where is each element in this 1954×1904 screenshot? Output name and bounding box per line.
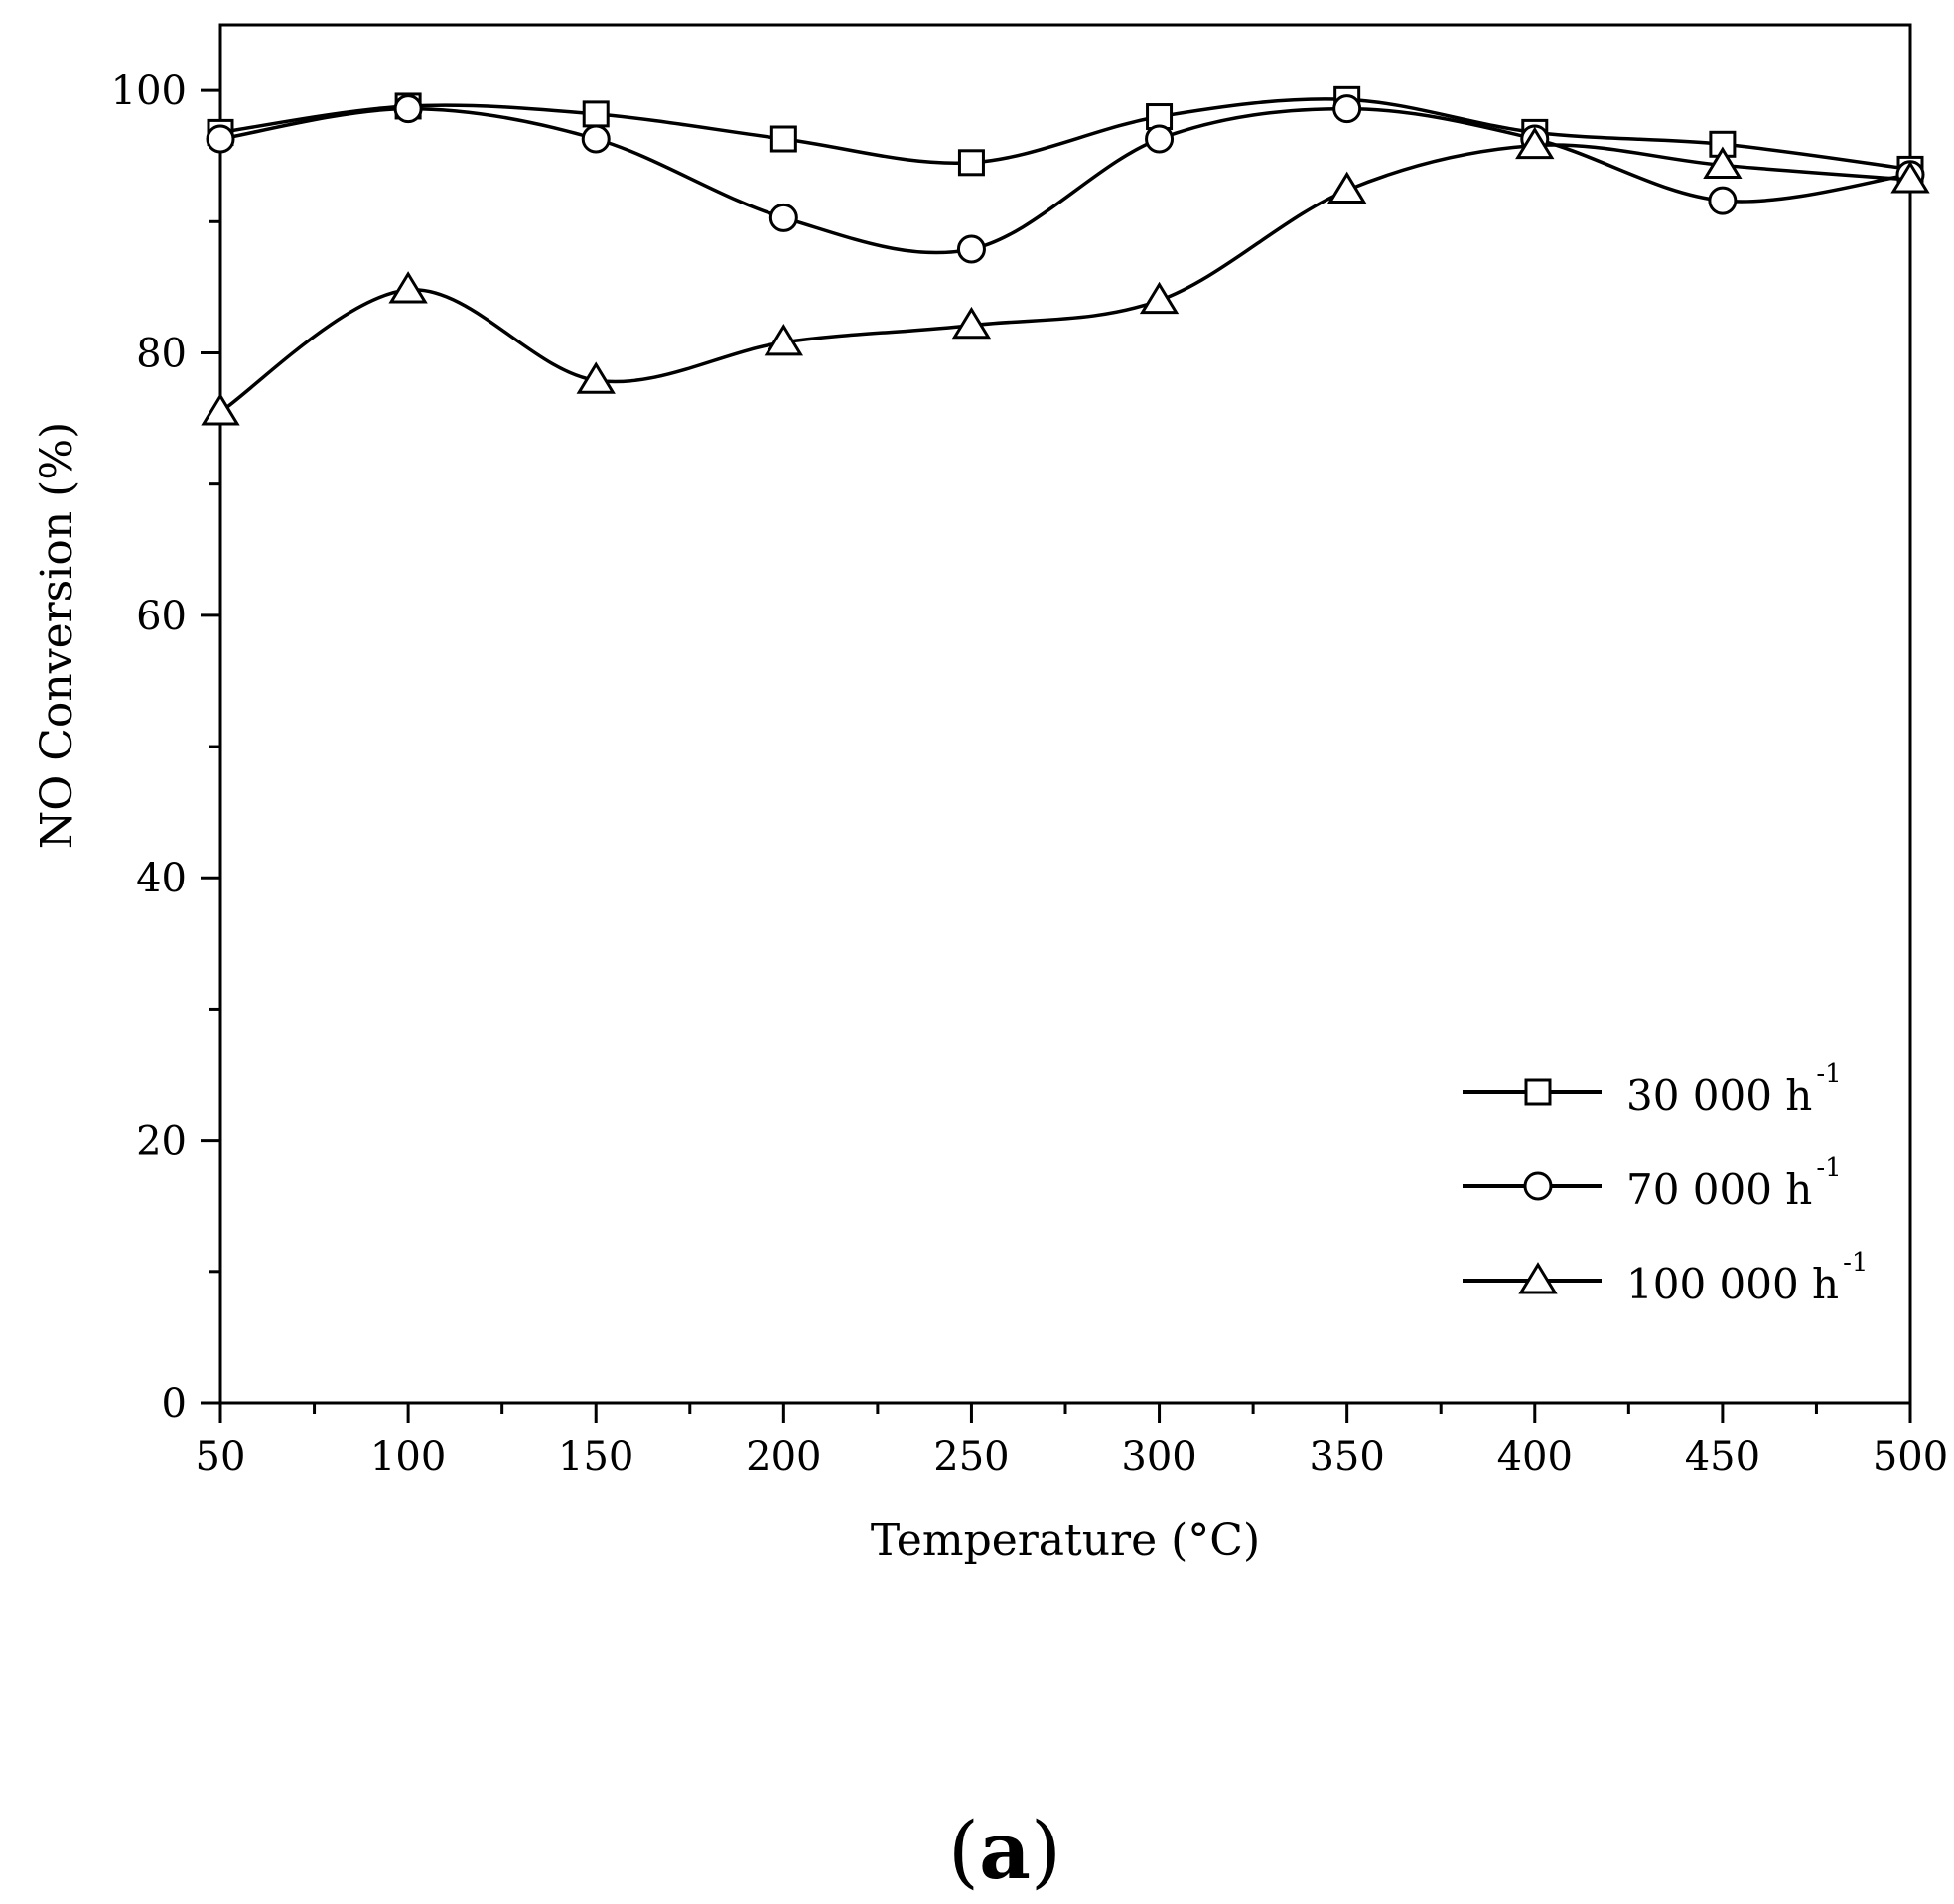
data-point-triangle bbox=[1327, 171, 1367, 204]
data-point-triangle bbox=[1139, 281, 1180, 315]
data-point-circle bbox=[1332, 94, 1362, 124]
legend-marker-circle bbox=[1523, 1171, 1553, 1201]
x-tick-label: 450 bbox=[1685, 1434, 1760, 1480]
legend-label-superscript: -1 bbox=[1816, 1059, 1841, 1089]
x-axis-title: Temperature (°C) bbox=[871, 1515, 1260, 1565]
y-tick-label: 100 bbox=[111, 68, 187, 114]
x-tick-label: 200 bbox=[746, 1434, 821, 1480]
y-axis-title: NO Conversion (%) bbox=[32, 422, 82, 850]
y-tick-label: 0 bbox=[162, 1381, 187, 1427]
data-point-circle bbox=[956, 234, 986, 264]
legend-label: 70 000 h bbox=[1626, 1165, 1812, 1214]
y-tick-label: 20 bbox=[136, 1119, 187, 1164]
data-point-square bbox=[957, 149, 985, 177]
series-2 bbox=[206, 94, 1925, 264]
panel-label: (a) bbox=[948, 1804, 1061, 1897]
data-point-square bbox=[582, 100, 610, 128]
x-tick-label: 50 bbox=[196, 1434, 246, 1480]
legend-label-superscript: -1 bbox=[1816, 1154, 1841, 1183]
x-axis: 50 100 150 200 250 300 350 400 450 500 bbox=[196, 1403, 1948, 1480]
x-tick-label: 400 bbox=[1497, 1434, 1573, 1480]
series-line bbox=[219, 97, 1911, 172]
data-point-circle bbox=[1145, 124, 1175, 154]
legend-item: 100 000 h -1 bbox=[1463, 1248, 1868, 1308]
data-point-triangle bbox=[388, 271, 428, 304]
x-tick-label: 350 bbox=[1309, 1434, 1384, 1480]
data-point-circle bbox=[206, 124, 235, 154]
x-tick-label: 300 bbox=[1121, 1434, 1196, 1480]
series-line bbox=[219, 106, 1911, 255]
series-line bbox=[219, 143, 1911, 414]
legend-item: 30 000 h -1 bbox=[1463, 1059, 1842, 1120]
y-tick-label: 40 bbox=[136, 856, 187, 901]
series-1 bbox=[207, 85, 1924, 183]
data-point-circle bbox=[768, 203, 798, 232]
legend-label-superscript: -1 bbox=[1843, 1248, 1868, 1278]
legend-marker-square bbox=[1524, 1078, 1552, 1106]
data-point-circle bbox=[393, 94, 423, 124]
x-tick-label: 500 bbox=[1873, 1434, 1948, 1480]
data-point-triangle bbox=[1890, 161, 1930, 194]
plot-area bbox=[201, 85, 1930, 426]
y-axis: 0 20 40 60 80 100 bbox=[111, 68, 220, 1427]
series-3 bbox=[201, 126, 1930, 426]
legend-marker-triangle bbox=[1518, 1262, 1558, 1294]
data-point-triangle bbox=[1515, 126, 1555, 160]
legend-label: 30 000 h bbox=[1626, 1071, 1812, 1120]
data-point-square bbox=[769, 125, 797, 153]
data-point-triangle bbox=[201, 393, 240, 426]
x-tick-label: 100 bbox=[370, 1434, 446, 1480]
x-tick-label: 250 bbox=[933, 1434, 1009, 1480]
data-point-circle bbox=[1708, 186, 1738, 215]
y-tick-label: 60 bbox=[136, 594, 187, 639]
x-tick-label: 150 bbox=[558, 1434, 633, 1480]
y-tick-label: 80 bbox=[136, 331, 187, 376]
legend-label: 100 000 h bbox=[1626, 1260, 1839, 1308]
data-point-triangle bbox=[576, 361, 616, 394]
legend-item: 70 000 h -1 bbox=[1463, 1154, 1842, 1214]
data-point-circle bbox=[581, 124, 611, 154]
data-point-triangle bbox=[951, 306, 992, 340]
data-point-triangle bbox=[1703, 146, 1743, 179]
data-point-triangle bbox=[764, 324, 803, 356]
